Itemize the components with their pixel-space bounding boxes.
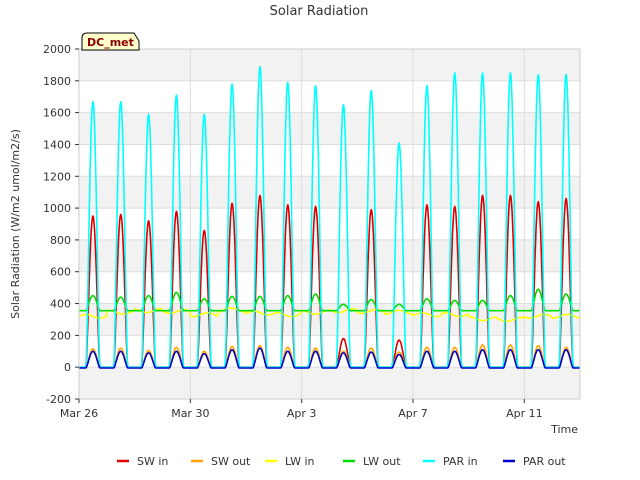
x-tick-label: Mar 30 (171, 407, 209, 420)
y-tick-label: -200 (46, 393, 71, 406)
legend-label: LW out (363, 455, 401, 468)
plot-background (79, 49, 580, 399)
grid-band (79, 239, 580, 272)
grid-band (79, 49, 580, 81)
legend-label: LW in (285, 455, 315, 468)
x-axis-label: Time (550, 423, 578, 436)
y-tick-label: 600 (50, 266, 71, 279)
grid-band (79, 176, 580, 209)
y-tick-label: 1400 (43, 138, 71, 151)
y-tick-label: 1000 (43, 202, 71, 215)
station-badge-label: DC_met (87, 36, 134, 49)
legend-label: SW in (137, 455, 168, 468)
y-tick-label: 1200 (43, 170, 71, 183)
station-badge: DC_met (81, 32, 140, 51)
y-tick-label: 800 (50, 234, 71, 247)
y-tick-label: 0 (64, 361, 71, 374)
y-axis-ticks: -200 0 200 400 600 800 1000 1200 1400 1600 1800 200… (43, 43, 79, 406)
x-tick-label: Apr 3 (287, 407, 317, 420)
y-axis-label: Solar Radiation (W/m2 umol/m2/s) (9, 129, 22, 319)
x-axis-ticks: Mar 26 Mar 30 Apr 3 Apr 7 Apr 11 (60, 399, 543, 420)
legend-label: PAR out (523, 455, 566, 468)
y-tick-label: 1800 (43, 75, 71, 88)
grid-band (79, 367, 580, 399)
chart-title: Solar Radiation (270, 4, 369, 19)
legend: SW in SW out LW in LW out PAR in PAR out (117, 455, 566, 468)
y-tick-label: 200 (50, 329, 71, 342)
y-tick-label: 400 (50, 298, 71, 311)
x-tick-label: Apr 11 (506, 407, 543, 420)
x-tick-label: Apr 7 (398, 407, 428, 420)
x-tick-label: Mar 26 (60, 407, 98, 420)
series-layer (78, 65, 580, 369)
grid-band (79, 112, 580, 145)
plot-frame (78, 48, 581, 400)
series-line-par-out (78, 347, 580, 369)
legend-label: SW out (211, 455, 251, 468)
legend-label: PAR in (443, 455, 478, 468)
y-tick-label: 1600 (43, 107, 71, 120)
y-tick-label: 2000 (43, 43, 71, 56)
series-line-lw-out (78, 288, 580, 312)
